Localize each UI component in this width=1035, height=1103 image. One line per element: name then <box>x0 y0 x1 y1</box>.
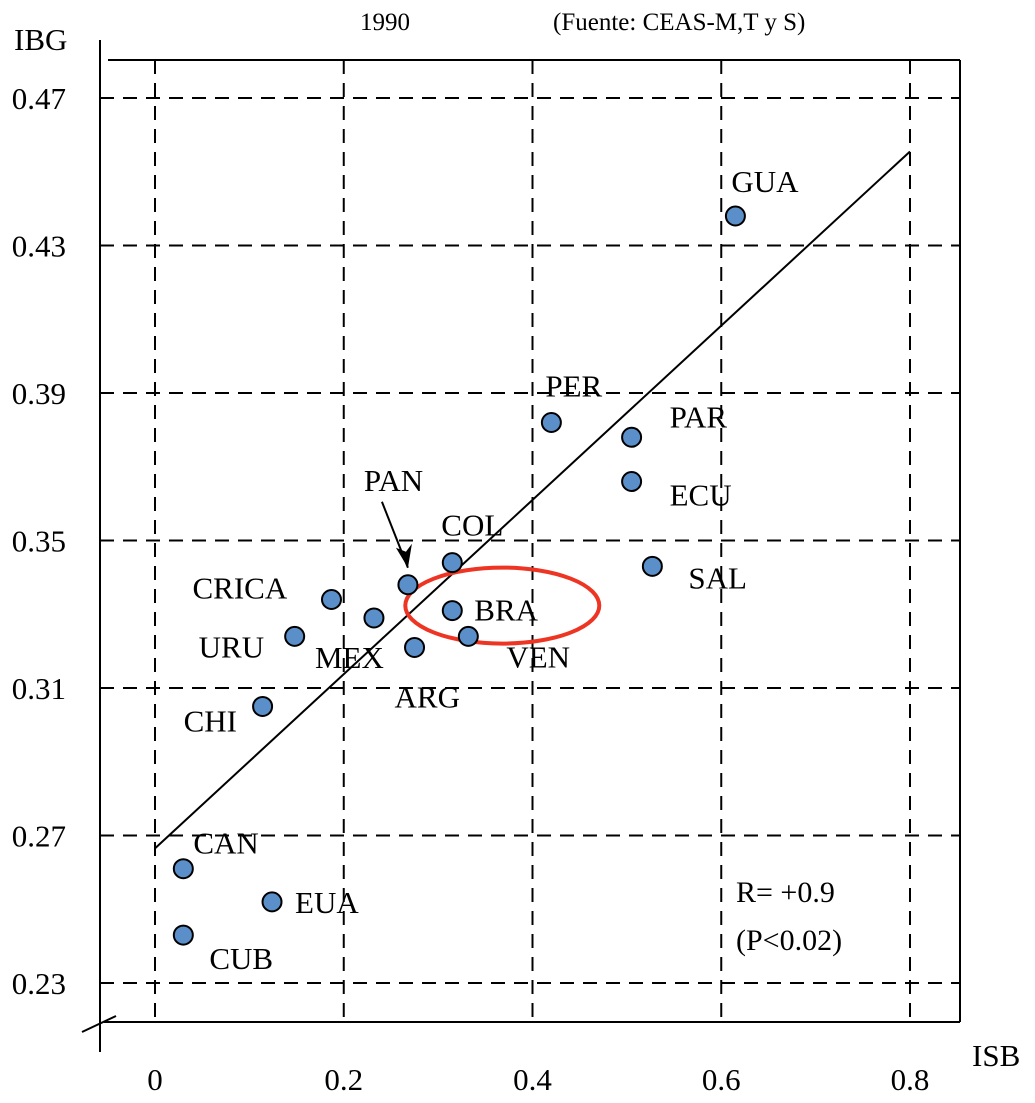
data-point-crica <box>320 589 342 610</box>
point-label-gua: GUA <box>731 164 799 199</box>
point-label-mex: MEX <box>315 640 384 675</box>
x-tick-label: 0.2 <box>324 1062 363 1097</box>
data-point-eua <box>261 891 283 913</box>
chart-year: 1990 <box>360 9 410 36</box>
p-value-label: (P<0.02) <box>736 924 842 957</box>
point-label-crica: CRICA <box>192 571 287 606</box>
point-label-bra: BRA <box>474 593 538 628</box>
data-point-per <box>540 412 562 433</box>
data-point-ecu <box>621 471 643 492</box>
point-label-col: COL <box>441 508 503 543</box>
point-label-eua: EUA <box>295 885 359 920</box>
x-tick-label: 0.6 <box>702 1062 741 1097</box>
x-tick-label: 0 <box>147 1062 163 1097</box>
x-tick-label: 0.4 <box>513 1062 552 1097</box>
point-label-par: PAR <box>670 399 728 434</box>
point-label-ecu: ECU <box>670 478 732 513</box>
data-point-bra <box>441 600 463 622</box>
data-point-arg <box>404 636 426 658</box>
chart-source: (Fuente: CEAS-M,T y S) <box>553 9 805 36</box>
annotation-arrow-head <box>395 543 412 568</box>
tick-labels: 0 0.2 0.4 0.6 0.8 0.47 0.43 0.39 0.35 0.31 0.27 0.2… <box>12 81 930 1097</box>
data-point-can <box>172 858 194 880</box>
highlight-ellipse <box>403 565 602 646</box>
data-points: GUA PER PAR ECU SAL COL PAN CRICA BRA MEX VEN ARG UR… <box>172 164 799 976</box>
y-tick-label: 0.31 <box>12 671 66 706</box>
y-tick-label: 0.35 <box>12 524 66 559</box>
x-tick-label: 0.8 <box>891 1062 930 1097</box>
correlation-label: R= +0.9 <box>736 876 835 909</box>
axis-break-mark <box>81 1015 117 1033</box>
y-axis-title: IBG <box>14 22 67 57</box>
x-axis-title: ISB <box>972 1038 1020 1073</box>
data-point-gua <box>724 205 746 227</box>
data-point-col <box>441 552 463 574</box>
point-label-can: CAN <box>193 826 258 861</box>
grid-lines <box>100 60 960 1022</box>
point-label-arg: ARG <box>395 679 460 714</box>
data-point-ven <box>457 625 479 647</box>
data-point-mex <box>363 607 385 629</box>
trend-line-group <box>154 150 911 850</box>
y-tick-label: 0.23 <box>12 966 66 1001</box>
data-point-cub <box>172 924 194 946</box>
regression-line <box>154 150 911 850</box>
y-tick-label: 0.27 <box>12 819 66 854</box>
point-label-cub: CUB <box>209 941 273 976</box>
data-point-chi <box>252 695 274 717</box>
point-label-ven: VEN <box>506 639 570 674</box>
annotation-arrow-group <box>380 501 412 569</box>
y-tick-label: 0.39 <box>12 376 66 411</box>
data-point-pan <box>397 574 419 596</box>
point-label-pan: PAN <box>364 463 423 498</box>
highlight-group <box>403 565 602 646</box>
data-point-par <box>621 426 643 448</box>
data-point-uru <box>284 625 306 647</box>
point-label-sal: SAL <box>688 560 747 595</box>
data-point-sal <box>641 555 663 577</box>
point-label-chi: CHI <box>184 703 237 738</box>
y-tick-label: 0.47 <box>12 81 66 116</box>
point-label-per: PER <box>545 369 602 404</box>
y-tick-label: 0.43 <box>12 229 66 264</box>
point-label-uru: URU <box>199 629 264 664</box>
